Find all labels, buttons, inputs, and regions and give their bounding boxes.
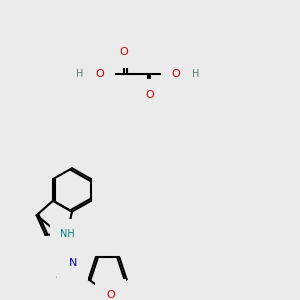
Text: H: H — [192, 69, 200, 79]
Text: O: O — [146, 91, 154, 100]
Text: O: O — [120, 47, 128, 57]
Text: N: N — [68, 258, 77, 268]
Text: O: O — [96, 69, 104, 79]
Text: O: O — [106, 290, 115, 300]
Text: O: O — [172, 69, 180, 79]
Text: NH: NH — [60, 229, 75, 239]
Text: H: H — [76, 69, 84, 79]
